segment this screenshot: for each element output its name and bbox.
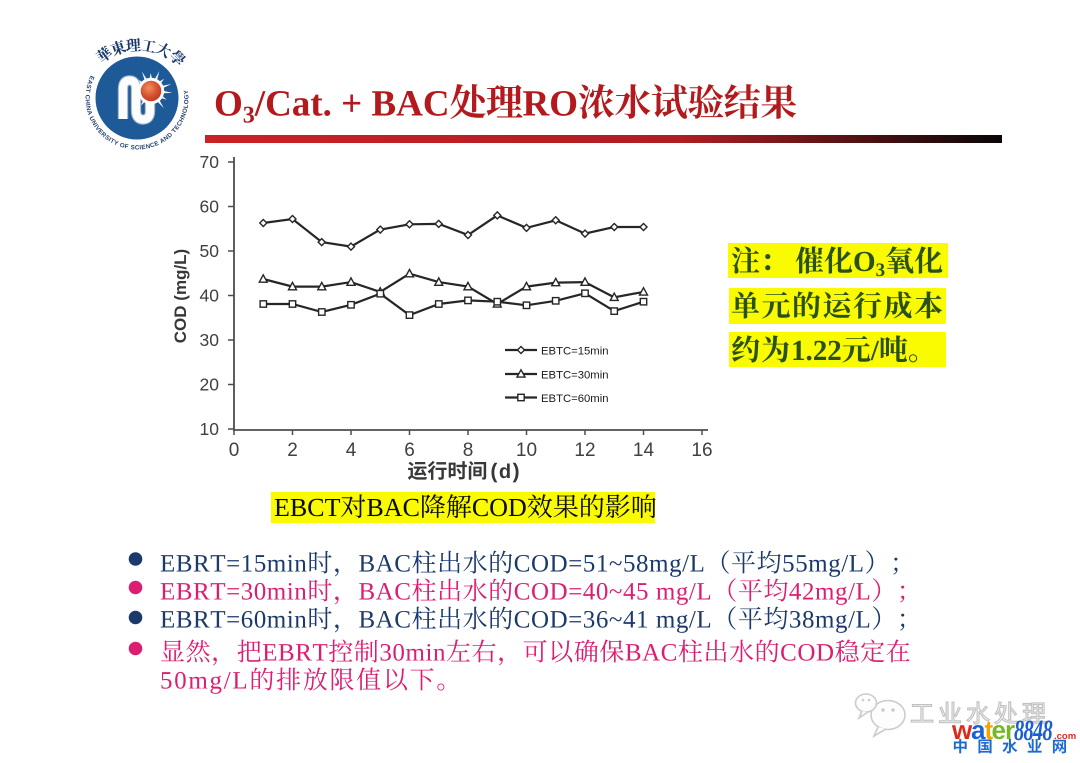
svg-text:20: 20 [200,375,220,395]
svg-text:40: 40 [200,286,220,306]
svg-text:10: 10 [516,440,537,461]
svg-text:12: 12 [574,440,595,461]
svg-text:70: 70 [200,152,220,172]
svg-text:50: 50 [200,241,220,261]
svg-text:4: 4 [346,440,357,461]
svg-text:EBTC=30min: EBTC=30min [541,370,609,382]
svg-text:14: 14 [633,440,655,461]
svg-text:2: 2 [287,440,298,461]
svg-text:8: 8 [463,440,474,461]
svg-text:60: 60 [200,197,220,217]
svg-text:8848: 8848 [1014,713,1053,747]
svg-text:EBTC=60min: EBTC=60min [541,393,609,405]
svg-text:EBTC=15min: EBTC=15min [541,346,609,358]
svg-text:16: 16 [691,440,712,461]
svg-text:COD (mg/L): COD (mg/L) [171,249,190,343]
svg-text:30: 30 [200,330,220,350]
svg-text:10: 10 [200,419,220,439]
svg-text:.com: .com [1054,731,1076,742]
svg-text:0: 0 [229,440,240,461]
svg-text:6: 6 [404,440,415,461]
